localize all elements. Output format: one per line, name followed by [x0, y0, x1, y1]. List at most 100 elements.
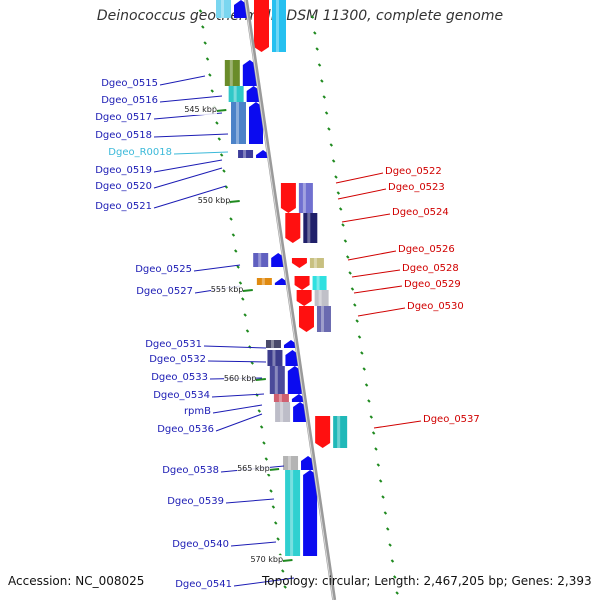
- ring-dash-left: [262, 441, 266, 445]
- kbp-tick-label: 565 kbp: [237, 464, 270, 474]
- ring-dash-right: [367, 399, 371, 403]
- gene-label: Dgeo_0537: [423, 414, 480, 425]
- gene-label: Dgeo_0527: [136, 286, 193, 297]
- gene-label: Dgeo_0530: [407, 301, 464, 312]
- kbp-tick: [229, 200, 240, 203]
- gene-block-reverse: [312, 276, 327, 290]
- gene-block-sheen: [280, 402, 284, 422]
- gene-arrow-forward: [283, 340, 298, 348]
- ring-dash-right: [324, 111, 329, 115]
- gene-block-sheen: [243, 150, 247, 158]
- ring-dash-right: [388, 543, 392, 547]
- ring-dash-left: [243, 313, 247, 317]
- gene-block-reverse: [309, 258, 324, 268]
- gene-label: Dgeo_0532: [149, 354, 206, 365]
- gene-label: Dgeo_0536: [157, 424, 214, 435]
- gene-arrow-reverse: [294, 276, 310, 290]
- gene-block-reverse: [314, 290, 329, 306]
- gene-label: Dgeo_0531: [145, 339, 202, 350]
- ring-dash-right: [362, 367, 366, 371]
- ring-dash-right: [313, 31, 317, 35]
- gene-block-sheen: [235, 102, 239, 144]
- ring-dash-left: [259, 425, 264, 429]
- label-leader: [211, 393, 265, 398]
- genome-backbone: [244, 0, 337, 600]
- gene-label: rpmB: [183, 406, 211, 417]
- ring-dash-right: [395, 591, 399, 595]
- gene-block-sheen: [233, 86, 237, 102]
- ring-dash-right: [360, 351, 364, 355]
- gene-block-reverse: [272, 0, 286, 52]
- gene-arrow-forward: [291, 394, 306, 402]
- ring-dash-right: [371, 431, 376, 435]
- ring-dash-right: [355, 319, 359, 323]
- ring-dash-right: [393, 575, 397, 579]
- kbp-tick: [282, 559, 293, 562]
- ring-dash-left: [203, 41, 207, 45]
- ring-dash-left: [276, 537, 280, 541]
- gene-block-sheen: [278, 394, 282, 402]
- gene-block-reverse: [303, 213, 318, 243]
- gene-label: Dgeo_0538: [162, 465, 219, 476]
- gene-label: Dgeo_0518: [95, 130, 152, 141]
- gene-block-sheen: [272, 350, 276, 366]
- backbone-line: [244, 0, 337, 600]
- ring-dash-left: [283, 585, 287, 589]
- gene-track: [216, 0, 348, 556]
- gene-arrow-forward: [274, 278, 289, 285]
- gene-label: Dgeo_0521: [95, 201, 152, 212]
- ring-dash-right: [315, 47, 319, 51]
- gene-arrow-reverse: [285, 213, 301, 243]
- gene-block-forward: [265, 340, 281, 348]
- ring-dash-right: [336, 191, 341, 195]
- gene-arrow-forward: [242, 60, 257, 86]
- ring-dash-left: [217, 137, 221, 141]
- gene-arrow-reverse: [315, 416, 331, 448]
- gene-block-sheen: [261, 278, 265, 285]
- kbp-tick-label: 545 kbp: [184, 105, 217, 115]
- gene-block-forward: [216, 0, 231, 18]
- label-leader: [335, 172, 384, 184]
- gene-block-sheen: [313, 258, 317, 268]
- gene-block-sheen: [229, 60, 233, 86]
- gene-block-forward: [230, 102, 246, 144]
- gene-block-sheen: [337, 416, 341, 448]
- backbone-highlight: [244, 0, 334, 600]
- kbp-tick: [268, 468, 280, 471]
- ring-dash-right: [320, 79, 324, 83]
- ring-dash-left: [281, 569, 285, 573]
- ring-dash-left: [234, 249, 238, 253]
- ring-dash-right: [331, 159, 336, 163]
- gene-block-forward: [267, 350, 283, 366]
- ring-dash-right: [374, 447, 378, 451]
- kbp-tick-label: 560 kbp: [223, 374, 257, 384]
- ring-dash-left: [241, 297, 245, 301]
- accession-text: Accession: NC_008025: [8, 574, 145, 588]
- gene-block-forward: [253, 253, 269, 267]
- gene-block-forward: [269, 366, 285, 394]
- kbp-tick-label: 555 kbp: [210, 285, 244, 295]
- gene-block-sheen: [270, 340, 274, 348]
- gene-block-sheen: [288, 456, 292, 470]
- gene-arrow-forward: [248, 102, 263, 144]
- label-leader: [173, 151, 229, 155]
- gene-label: Dgeo_0524: [392, 207, 449, 218]
- ring-dash-right: [353, 303, 357, 307]
- gene-block-sheen: [320, 306, 324, 332]
- ring-dash-left: [264, 457, 269, 461]
- gene-label: Dgeo_0528: [402, 263, 459, 274]
- label-leader: [337, 188, 387, 200]
- gene-label: Dgeo_0519: [95, 165, 152, 176]
- ring-dash-left: [269, 489, 273, 493]
- topology-text: Topology: circular; Length: 2,467,205 bp…: [262, 574, 592, 588]
- kbp-tick-label: 550 kbp: [197, 196, 231, 206]
- gene-arrow-reverse: [254, 0, 269, 52]
- ring-dash-right: [364, 383, 369, 387]
- gene-block-forward: [256, 278, 272, 285]
- ring-dash-right: [343, 239, 348, 243]
- ring-dash-right: [390, 559, 395, 563]
- gene-block-forward: [283, 456, 299, 470]
- gene-arrow-forward: [234, 0, 248, 18]
- label-leader: [159, 95, 223, 103]
